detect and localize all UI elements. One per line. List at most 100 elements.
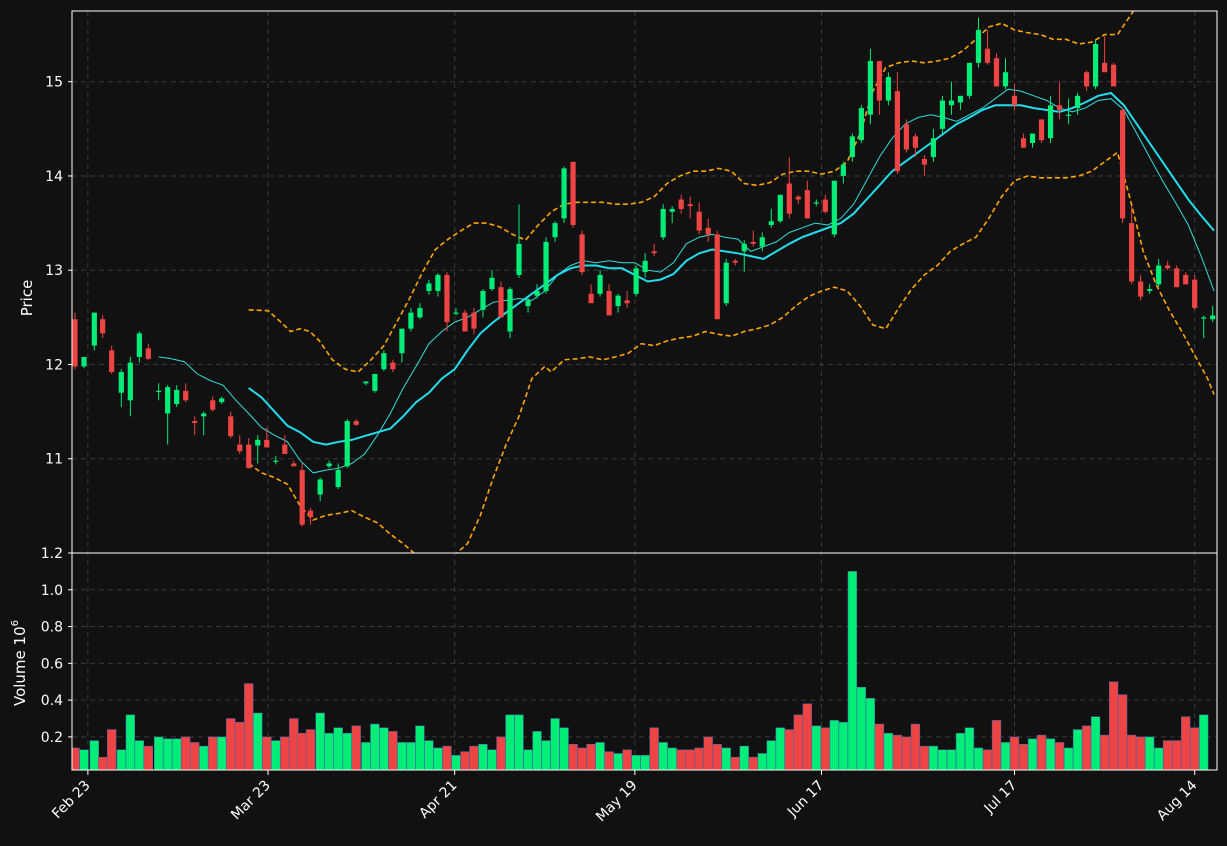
volume-bar	[937, 749, 948, 770]
candle-body	[1020, 138, 1027, 148]
candle-body	[525, 300, 531, 307]
volume-bar	[1163, 740, 1173, 770]
candle	[903, 119, 910, 153]
volume-bar	[748, 756, 758, 770]
volume-bar	[79, 749, 89, 770]
candle	[570, 161, 576, 228]
candle	[1147, 284, 1153, 294]
candle-body	[237, 444, 243, 452]
candle	[1174, 265, 1180, 288]
volume-bar	[613, 753, 623, 770]
candle-body	[939, 100, 946, 129]
candle	[606, 284, 612, 316]
candle-body	[210, 400, 216, 410]
volume-bar	[766, 740, 776, 770]
candle-body	[759, 237, 765, 247]
candle-body	[1138, 281, 1144, 297]
candle-body	[579, 234, 585, 273]
candle	[561, 166, 567, 224]
price-y-axis: 11 12 13 14 15	[45, 75, 72, 468]
candle-body	[127, 362, 133, 401]
candle-body	[840, 164, 846, 176]
volume-bar	[721, 747, 731, 770]
candle	[948, 81, 955, 115]
candle-body	[255, 439, 261, 446]
volume-bar	[397, 742, 407, 770]
candle	[353, 419, 359, 426]
candle	[1129, 206, 1135, 285]
candle	[804, 180, 810, 219]
candle-body	[777, 194, 783, 222]
volume-bar	[305, 729, 316, 770]
candle-body	[471, 312, 477, 329]
candle-body	[912, 136, 919, 148]
candle-body	[344, 421, 350, 467]
candle-body	[174, 389, 180, 405]
candle	[849, 133, 855, 162]
candle	[1201, 315, 1207, 339]
candle-body	[335, 470, 341, 488]
candle-body	[1165, 265, 1171, 269]
volume-tick-label: 0.2	[41, 730, 63, 746]
candle-body	[642, 260, 648, 273]
volume-bar	[107, 729, 117, 770]
volume-bar	[712, 744, 722, 770]
candle-body	[363, 381, 369, 384]
volume-bar	[442, 745, 452, 770]
volume-tick-label: 1.0	[41, 583, 63, 599]
candle-body	[317, 479, 323, 495]
candle	[552, 221, 558, 242]
candle-body	[183, 390, 189, 401]
band-upper-line	[248, 11, 1135, 373]
volume-bar	[297, 732, 307, 770]
candle	[453, 307, 459, 316]
candle-body	[534, 290, 540, 296]
candle-body	[109, 350, 115, 373]
candle-body	[145, 348, 151, 359]
price-axis-label: Price	[18, 280, 36, 317]
candle-body	[831, 180, 837, 235]
candle-body	[353, 421, 359, 425]
candle-body	[307, 510, 314, 518]
volume-bar	[172, 738, 182, 770]
volume-bar	[333, 727, 343, 770]
candle	[156, 383, 162, 401]
candle	[201, 411, 207, 436]
candle	[291, 460, 297, 467]
candle-body	[606, 290, 612, 316]
candle-body	[660, 208, 666, 238]
candle-body	[984, 48, 991, 63]
volume-bar	[406, 742, 416, 770]
volume-bar	[604, 751, 614, 770]
candle	[81, 356, 87, 369]
candle-body	[1210, 315, 1216, 320]
candle	[669, 206, 675, 224]
candle-body	[561, 168, 567, 219]
volume-bar	[1090, 716, 1101, 770]
candle-body	[885, 76, 891, 101]
volume-bar	[487, 749, 497, 770]
candle	[372, 373, 378, 393]
candle	[109, 345, 115, 374]
candle-body	[136, 333, 142, 357]
candle	[939, 95, 946, 134]
candle	[127, 356, 133, 417]
price-tick-label: 15	[45, 75, 63, 91]
candle-body	[687, 204, 693, 207]
candle-body	[498, 287, 504, 318]
volume-bar	[802, 703, 812, 770]
volume-bar	[730, 756, 740, 770]
candle-body	[192, 421, 198, 423]
volume-tick-label: 1.2	[41, 546, 63, 562]
candle	[813, 199, 819, 207]
volume-bar	[361, 742, 371, 770]
candle-body	[507, 289, 513, 332]
price-tick-label: 11	[45, 452, 63, 468]
candle-body	[91, 312, 97, 346]
candle	[1092, 39, 1099, 90]
volume-bar	[1072, 729, 1083, 770]
volume-bar	[910, 723, 921, 770]
candle-body	[372, 373, 378, 391]
volume-bar	[523, 749, 533, 770]
candle	[255, 435, 261, 464]
